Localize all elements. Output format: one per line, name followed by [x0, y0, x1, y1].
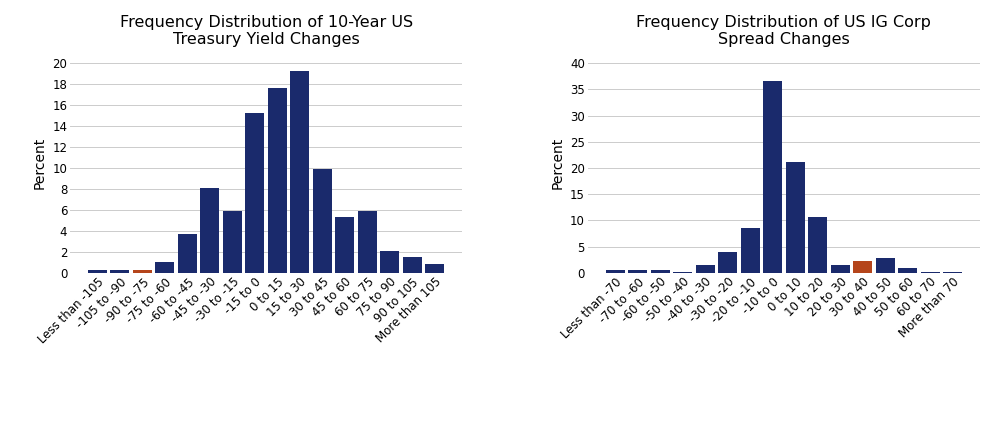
Bar	[313, 169, 332, 273]
Bar	[223, 211, 242, 273]
Bar	[673, 272, 692, 273]
Bar	[741, 228, 760, 273]
Bar	[380, 251, 399, 273]
Bar	[268, 88, 287, 273]
Bar	[155, 262, 174, 273]
Bar	[358, 211, 377, 273]
Bar	[200, 188, 219, 273]
Y-axis label: Percent: Percent	[33, 137, 47, 189]
Bar	[110, 270, 129, 273]
Bar	[921, 272, 940, 273]
Bar	[425, 264, 444, 273]
Bar	[763, 81, 782, 273]
Bar	[628, 270, 647, 273]
Bar	[245, 113, 264, 273]
Bar	[133, 270, 152, 273]
Bar	[606, 270, 625, 273]
Bar	[290, 70, 309, 273]
Bar	[178, 234, 197, 273]
Bar	[831, 265, 850, 273]
Bar	[651, 270, 670, 273]
Title: Frequency Distribution of US IG Corp
Spread Changes: Frequency Distribution of US IG Corp Spr…	[636, 15, 931, 48]
Bar	[696, 265, 715, 273]
Bar	[786, 162, 805, 273]
Bar	[335, 217, 354, 273]
Bar	[943, 272, 962, 273]
Bar	[403, 257, 422, 273]
Bar	[808, 217, 827, 273]
Bar	[898, 268, 917, 273]
Bar	[88, 270, 107, 273]
Bar	[853, 261, 872, 273]
Y-axis label: Percent: Percent	[551, 137, 565, 189]
Bar	[876, 258, 895, 273]
Bar	[718, 252, 737, 273]
Title: Frequency Distribution of 10-Year US
Treasury Yield Changes: Frequency Distribution of 10-Year US Tre…	[120, 15, 413, 48]
